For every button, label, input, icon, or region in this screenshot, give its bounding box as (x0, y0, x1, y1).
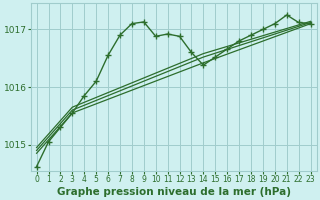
X-axis label: Graphe pression niveau de la mer (hPa): Graphe pression niveau de la mer (hPa) (57, 187, 291, 197)
